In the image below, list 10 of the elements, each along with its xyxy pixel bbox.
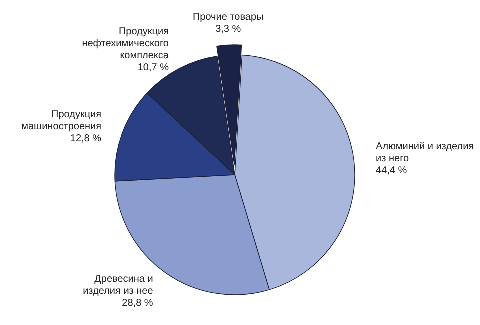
data-label: 3,3 % bbox=[216, 24, 242, 36]
data-label: 44,4 % bbox=[376, 166, 408, 177]
slice-label: Древесина и изделия из нее bbox=[83, 274, 154, 298]
slice-label: Прочие товары bbox=[192, 12, 264, 24]
data-label: 28,8 % bbox=[122, 298, 154, 310]
slice-label: Продукция машиностроения bbox=[22, 109, 102, 132]
data-label: 12,8 % bbox=[70, 133, 102, 144]
slice-label: Алюминий и изделия из него bbox=[376, 142, 474, 165]
data-label: 10,7 % bbox=[138, 62, 170, 74]
slice-label: Продукция нефтехимического комплекса bbox=[82, 26, 170, 62]
